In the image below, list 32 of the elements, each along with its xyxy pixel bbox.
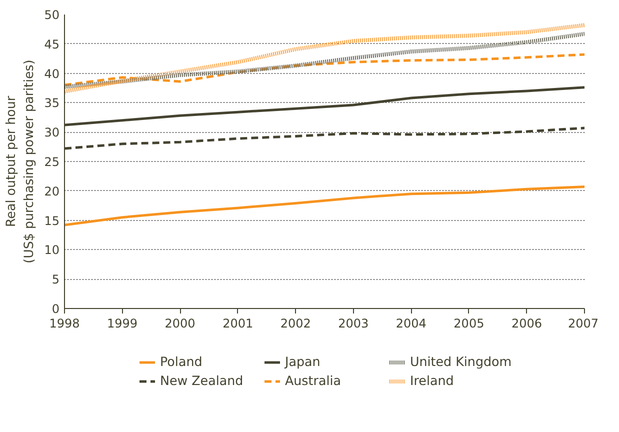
legend-label: Poland <box>160 354 204 369</box>
legend-label: New Zealand <box>160 373 244 388</box>
x-tick-label: 2000 <box>164 316 196 330</box>
y-axis-title: Real output per hour (US$ purchasing power parities) <box>3 60 36 264</box>
line-series <box>64 32 584 89</box>
x-tick-label: 2001 <box>222 316 254 330</box>
line-series <box>64 23 584 94</box>
x-tick-label: 2005 <box>454 316 484 330</box>
y-tick-label: 0 <box>52 302 60 316</box>
y-tick-label: 20 <box>44 184 60 198</box>
x-tick-label: 2004 <box>396 316 426 330</box>
x-tick-label: 1998 <box>49 316 80 330</box>
y-tick-label: 30 <box>44 126 60 140</box>
y-tick-label: 10 <box>44 243 60 258</box>
legend-label: Japan <box>285 354 322 369</box>
y-tick-label: 50 <box>44 8 60 22</box>
legend-label: Ireland <box>410 373 455 388</box>
legend-label: Australia <box>285 373 342 388</box>
legend-label: United Kingdom <box>410 354 512 369</box>
line-series <box>64 186 584 226</box>
x-tick-label: 2006 <box>511 316 542 330</box>
x-tick-label: 2002 <box>280 316 311 330</box>
y-tick-label: 5 <box>52 272 60 287</box>
line-series <box>64 53 584 86</box>
y-tick-label: 25 <box>44 155 60 169</box>
y-tick-label: 40 <box>44 66 60 81</box>
y-tick-label: 15 <box>44 214 60 228</box>
y-tick-label: 35 <box>44 96 60 110</box>
x-tick-label: 1999 <box>107 316 138 330</box>
y-tick-label: 45 <box>44 37 60 52</box>
x-tick-label: 2003 <box>338 316 369 330</box>
x-tick-label: 2007 <box>568 316 599 330</box>
